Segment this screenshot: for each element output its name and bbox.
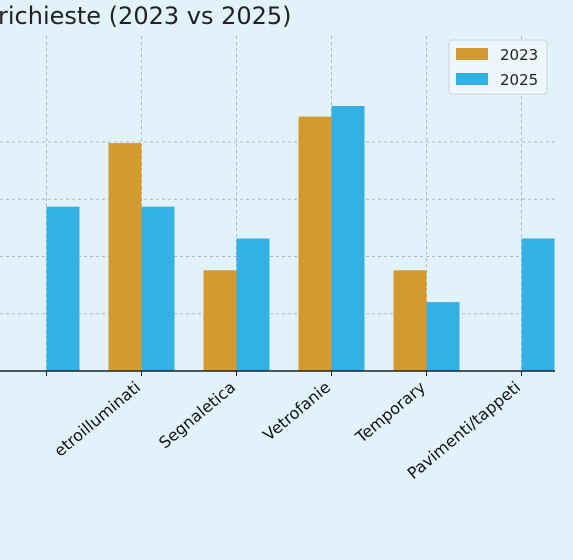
bar-2023-4 [298, 116, 332, 371]
bar-2025-5 [426, 302, 460, 371]
bar-2023-2 [108, 143, 142, 371]
legend-label-2023: 2023 [500, 46, 538, 64]
bar-2023-5 [393, 270, 427, 371]
legend-swatch-2025 [456, 73, 488, 85]
bar-2025-4 [331, 106, 365, 371]
bar-2025-2 [141, 206, 175, 371]
legend: 2023 2025 [448, 39, 548, 95]
bars-group [46, 106, 555, 371]
bar-2025-1 [46, 206, 80, 371]
bar-2025-3 [236, 238, 270, 371]
bar-2025-6 [521, 238, 555, 371]
legend-label-2025: 2025 [500, 71, 538, 89]
bar-2023-3 [203, 270, 237, 371]
chart-title: richieste (2023 vs 2025) [0, 2, 292, 30]
legend-swatch-2023 [456, 48, 488, 60]
